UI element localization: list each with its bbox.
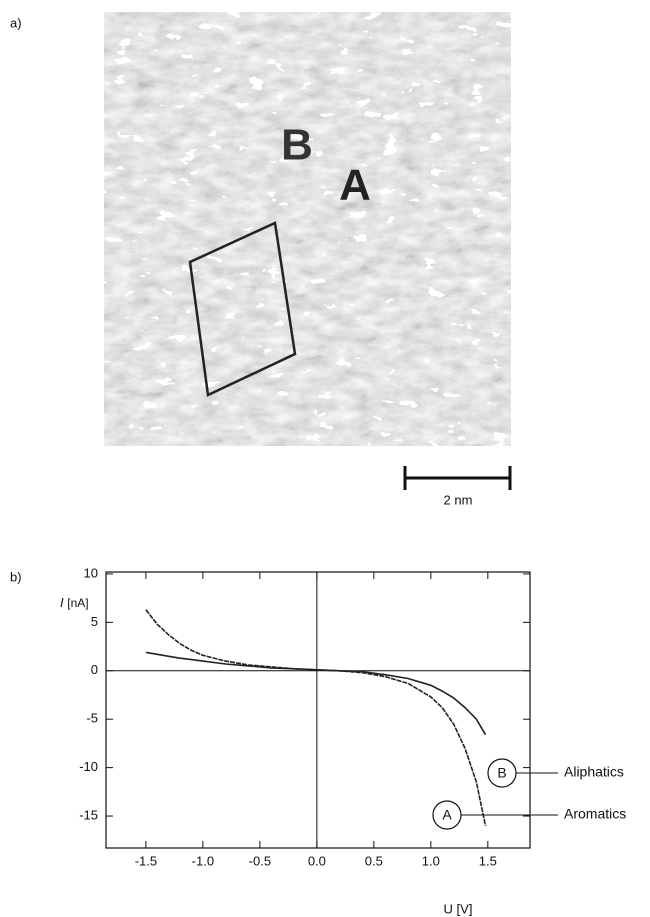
region-label: A <box>339 161 371 210</box>
y-tick-label: -15 <box>79 807 98 822</box>
panel-label: a) <box>10 15 22 30</box>
x-tick-label: -1.5 <box>135 853 157 868</box>
y-tick-label: 0 <box>91 662 98 677</box>
stm-image <box>104 12 511 446</box>
unit-cell <box>188 221 297 397</box>
y-tick-label: 5 <box>91 614 98 629</box>
series-name: Aromatics <box>564 806 626 822</box>
region-label: B <box>281 121 313 170</box>
plot-frame <box>105 571 531 849</box>
y-axis-label: I [nA] <box>60 595 89 610</box>
panel-label: b) <box>10 569 22 584</box>
curve <box>145 609 487 826</box>
x-tick-label: 0.5 <box>365 853 383 868</box>
x-tick-label: 1.0 <box>422 853 440 868</box>
x-tick-label: -1.0 <box>192 853 214 868</box>
x-tick-label: 1.5 <box>479 853 497 868</box>
y-label-symbol: I <box>60 595 64 610</box>
scale-bar <box>403 466 512 490</box>
y-label-unit: [nA] <box>67 596 88 610</box>
y-tick-label: 10 <box>84 565 98 580</box>
x-tick-label: -0.5 <box>249 853 271 868</box>
y-tick-label: -10 <box>79 759 98 774</box>
series-name: Aliphatics <box>564 764 624 780</box>
callout-letter: B <box>497 765 506 781</box>
curve <box>145 651 487 736</box>
x-tick-label: 0.0 <box>308 853 326 868</box>
y-tick-label: -5 <box>86 711 98 726</box>
scale-label: 2 nm <box>444 492 473 507</box>
x-axis-label: U [V] <box>444 901 473 916</box>
callout-letter: A <box>442 807 452 823</box>
